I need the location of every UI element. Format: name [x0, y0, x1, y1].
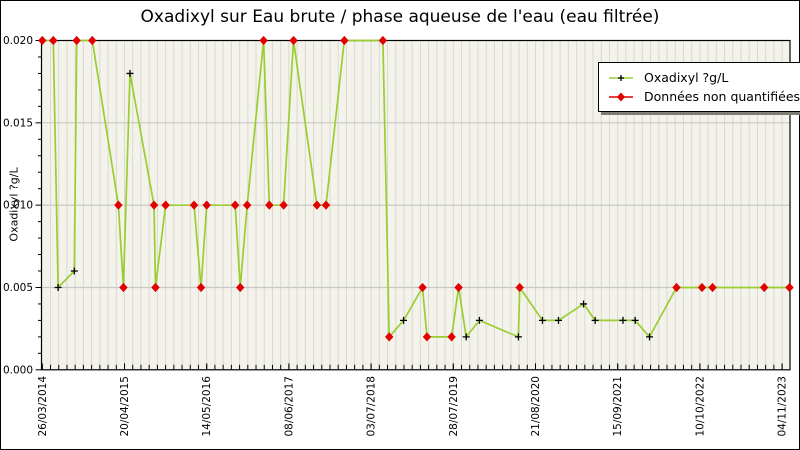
non-quantified-point-marker	[196, 282, 206, 293]
non-quantified-point-marker	[161, 200, 170, 210]
non-quantified-point-marker	[230, 200, 240, 210]
x-tick-label: 03/07/2018	[366, 376, 378, 437]
non-quantified-point-marker	[265, 200, 274, 210]
non-quantified-point-marker	[697, 282, 707, 293]
non-quantified-point-marker	[785, 282, 794, 293]
legend-label-non-quantified: Données non quantifiées	[644, 89, 800, 104]
non-quantified-point-marker	[279, 200, 288, 210]
non-quantified-point-marker	[151, 282, 160, 293]
non-quantified-point-marker	[72, 35, 81, 46]
quantified-point-marker	[631, 316, 639, 324]
quantified-point-marker	[554, 316, 562, 324]
chart-title: Oxadixyl sur Eau brute / phase aqueuse d…	[140, 7, 660, 27]
x-tick-label: 08/06/2017	[283, 376, 295, 437]
quantified-point-marker	[70, 267, 78, 275]
x-tick-label: 26/03/2014	[37, 376, 49, 437]
x-tick-label: 28/07/2019	[448, 376, 460, 437]
non-quantified-point-marker	[672, 282, 681, 293]
x-tick-label: 15/09/2021	[612, 376, 624, 437]
series-line-plus-marker-icon	[609, 74, 633, 81]
x-tick-label: 14/05/2016	[201, 376, 213, 437]
quantified-point-marker	[591, 316, 599, 324]
x-tick-label: 10/10/2022	[694, 376, 706, 437]
non-quantified-point-marker	[418, 282, 427, 293]
non-quantified-point-marker	[708, 282, 717, 293]
non-quantified-point-marker	[242, 200, 252, 210]
non-quantified-point-marker	[88, 35, 97, 46]
non-quantified-point-marker	[385, 332, 394, 342]
legend-item-non-quantified: Données non quantifiées	[607, 87, 800, 106]
non-quantified-point-marker	[289, 35, 298, 46]
non-quantified-point-marker	[515, 282, 524, 293]
non-quantified-point-marker	[202, 200, 211, 210]
non-quantified-point-marker	[454, 282, 463, 293]
legend-item-series: Oxadixyl ?g/L	[607, 68, 800, 87]
legend: Oxadixyl ?g/L Données non quantifiées	[598, 62, 800, 112]
non-quantified-point-marker	[38, 35, 47, 46]
non-quantified-point-marker	[340, 35, 349, 46]
quantified-point-marker	[475, 316, 483, 324]
quantified-point-marker	[646, 333, 654, 341]
quantified-point-marker	[126, 69, 134, 77]
non-quantified-point-marker	[189, 200, 199, 210]
legend-label-series: Oxadixyl ?g/L	[644, 70, 729, 85]
x-tick-label: 21/08/2020	[530, 376, 542, 437]
y-tick-label: 0.015	[3, 117, 33, 129]
non-quantified-point-marker	[236, 282, 245, 293]
non-quantified-point-marker	[759, 282, 769, 293]
non-quantified-point-marker	[378, 35, 388, 46]
non-quantified-point-marker	[259, 35, 268, 46]
x-tick-label: 04/11/2023	[777, 376, 789, 437]
non-quantified-point-marker	[422, 332, 432, 342]
x-tick-label: 20/04/2015	[119, 376, 131, 437]
quantified-point-marker	[54, 283, 62, 291]
quantified-point-marker	[400, 316, 408, 324]
non-quantified-point-marker	[321, 200, 331, 210]
non-quantified-point-marker	[149, 200, 159, 210]
quantified-point-marker	[619, 316, 627, 324]
non-quantified-point-marker	[312, 200, 322, 210]
quantified-point-marker	[580, 300, 588, 308]
quantified-point-marker	[514, 333, 522, 341]
y-tick-label: 0.020	[3, 35, 33, 47]
non-quantified-diamond-marker-icon	[609, 92, 633, 101]
y-tick-label: 0.005	[3, 282, 33, 294]
non-quantified-point-marker	[119, 282, 128, 293]
series-line	[42, 39, 790, 338]
quantified-point-marker	[538, 316, 546, 324]
y-tick-label: 0.000	[3, 364, 33, 376]
non-quantified-point-marker	[114, 200, 123, 210]
quantified-point-marker	[462, 333, 470, 341]
non-quantified-point-marker	[447, 332, 456, 342]
y-axis-title: Oxadixyl ?g/L	[7, 167, 21, 242]
non-quantified-point-marker	[49, 35, 58, 46]
y-tick-label: 0.010	[3, 200, 33, 212]
